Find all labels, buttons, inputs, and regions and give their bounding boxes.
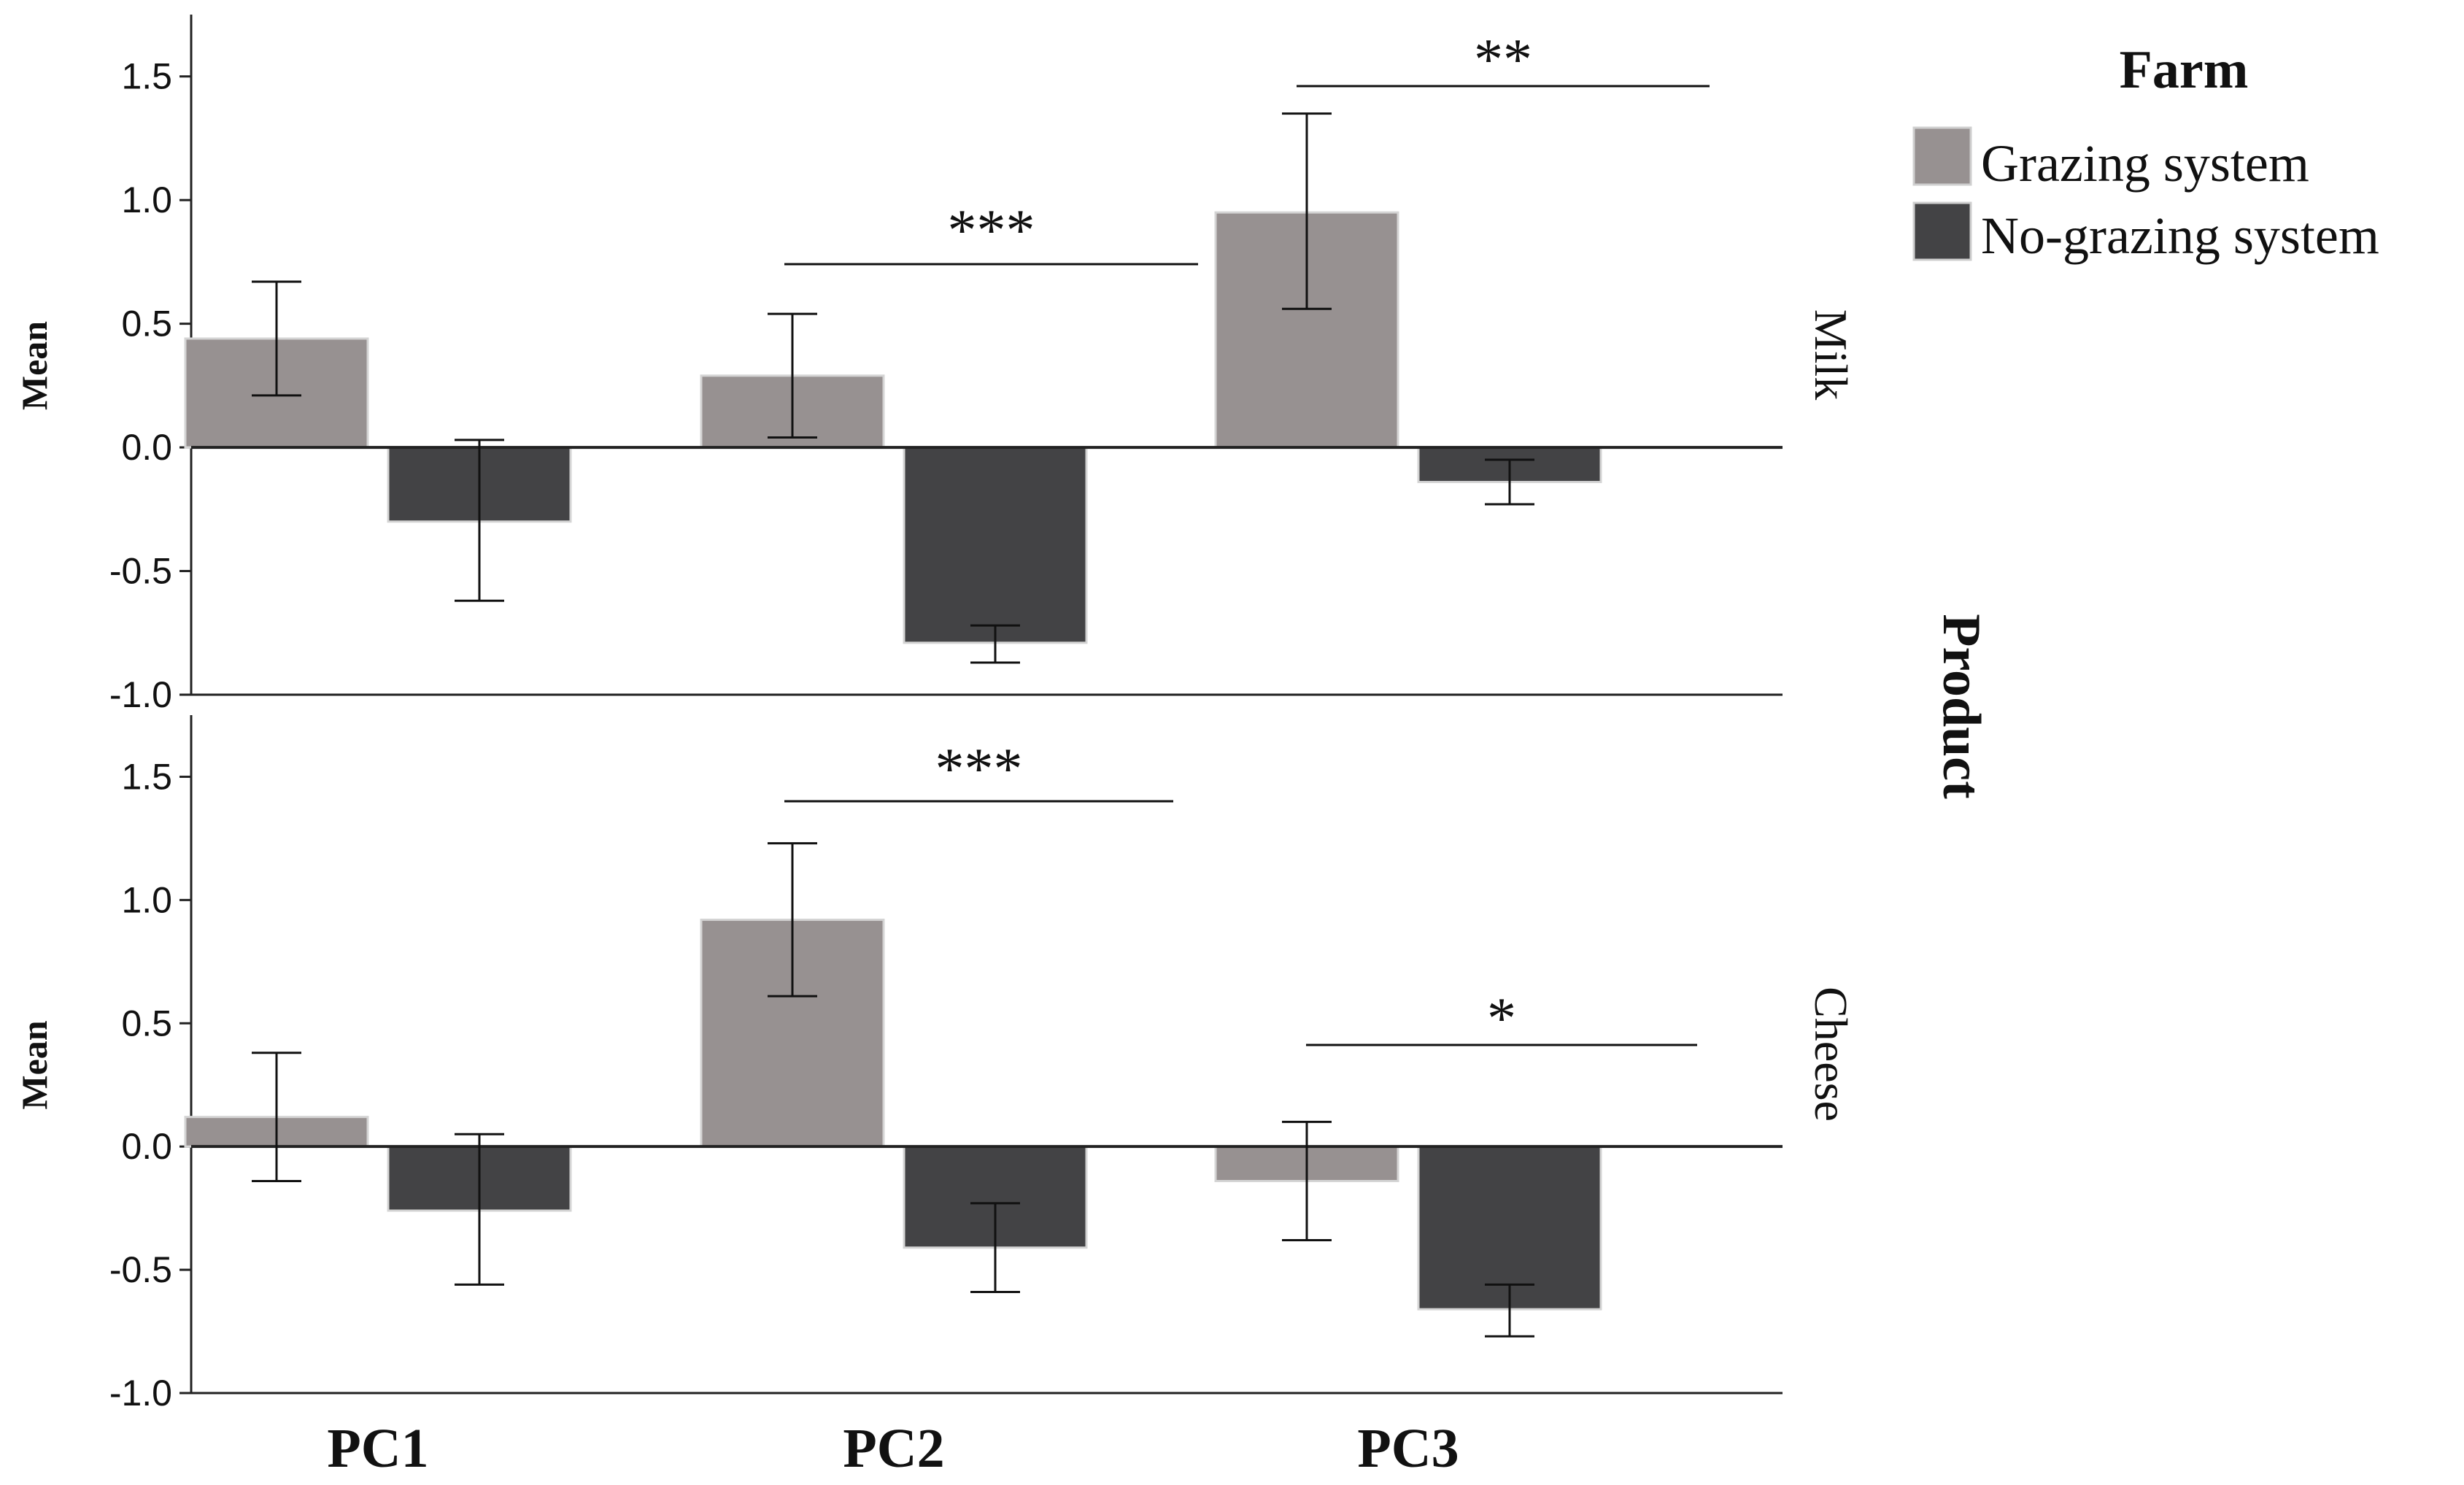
y-tick-label: 1.0 bbox=[121, 180, 172, 220]
y-tick-label: -0.5 bbox=[109, 551, 172, 592]
significance-label: * bbox=[1487, 987, 1516, 1051]
error-bar bbox=[768, 312, 817, 439]
y-tick-label: 1.5 bbox=[121, 756, 172, 797]
y-tick-label: 0.0 bbox=[121, 1126, 172, 1167]
significance-label: ** bbox=[1474, 28, 1532, 92]
y-axis-label: Mean bbox=[14, 1020, 55, 1109]
facet-label-cheese: Cheese bbox=[1805, 987, 1857, 1122]
y-axis-label: Mean bbox=[14, 321, 55, 410]
legend-label-no-grazing: No-grazing system bbox=[1981, 207, 2379, 265]
category-label-pc3: PC3 bbox=[1357, 1418, 1459, 1479]
error-bar bbox=[252, 1052, 301, 1182]
error-bar bbox=[1282, 112, 1332, 310]
error-bar bbox=[455, 439, 504, 602]
error-bar bbox=[970, 624, 1020, 664]
y-tick-label: -0.5 bbox=[109, 1249, 172, 1290]
error-bar bbox=[768, 842, 817, 998]
error-bar bbox=[455, 1133, 504, 1286]
y-tick-label: 1.5 bbox=[121, 56, 172, 97]
category-label-pc2: PC2 bbox=[843, 1418, 944, 1479]
y-tick-label: -1.0 bbox=[109, 1373, 172, 1413]
legend-swatch-grazing bbox=[1912, 126, 1972, 186]
y-tick-label: 1.0 bbox=[121, 879, 172, 920]
error-bar bbox=[252, 280, 301, 397]
bar-no-grazing-system-pc2 bbox=[903, 446, 1088, 644]
legend-label-grazing: Grazing system bbox=[1981, 134, 2309, 193]
error-bar bbox=[1282, 1120, 1332, 1242]
facet-label-milk: Milk bbox=[1805, 309, 1857, 400]
error-bar bbox=[970, 1202, 1020, 1293]
y-tick-label: 0.5 bbox=[121, 1003, 172, 1044]
y-tick-label: 0.5 bbox=[121, 304, 172, 344]
legend: Farm Grazing system No-grazing system bbox=[1912, 40, 2379, 265]
error-bar bbox=[1485, 458, 1534, 506]
error-bar bbox=[1485, 1283, 1534, 1338]
category-label-pc1: PC1 bbox=[327, 1418, 428, 1479]
y-tick-label: 0.0 bbox=[121, 427, 172, 468]
facet-title: Product bbox=[1931, 614, 1991, 799]
y-tick-label: -1.0 bbox=[109, 674, 172, 715]
significance-label: *** bbox=[948, 198, 1035, 263]
panels-group: 1.51.00.50.0-0.5-1.0Mean*****Milk1.51.00… bbox=[14, 15, 1857, 1479]
significance-label: *** bbox=[935, 737, 1023, 801]
legend-swatch-no-grazing bbox=[1912, 201, 1972, 261]
legend-title: Farm bbox=[2120, 40, 2249, 100]
